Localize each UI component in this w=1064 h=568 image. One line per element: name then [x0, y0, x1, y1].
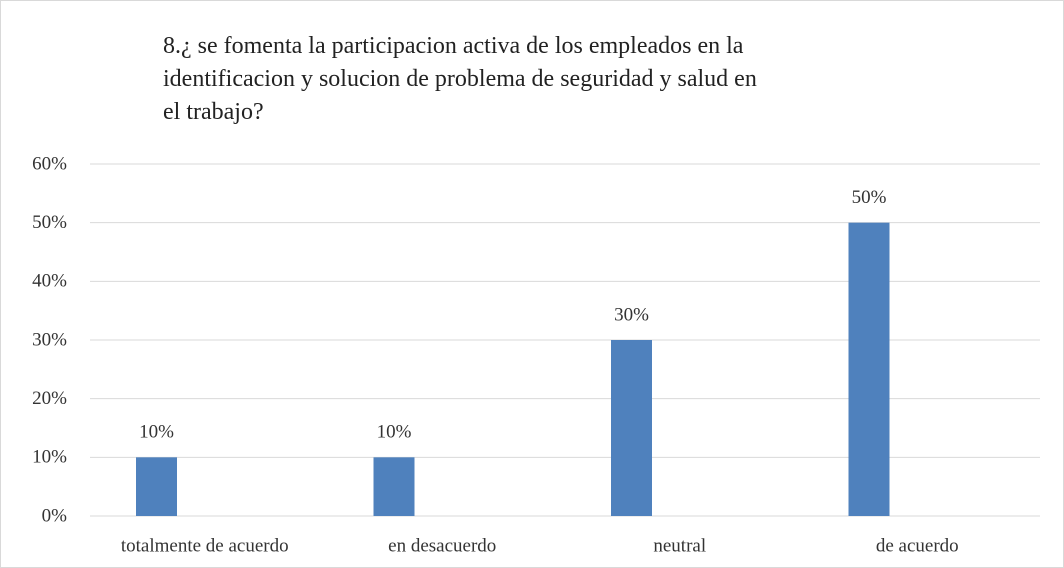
data-label: 50%	[852, 187, 887, 208]
y-tick-label: 40%	[32, 271, 67, 292]
y-tick-label: 50%	[32, 212, 67, 233]
bar	[611, 340, 652, 516]
x-tick-label: de acuerdo	[876, 535, 959, 556]
bar	[136, 457, 177, 516]
bar	[848, 222, 890, 516]
bar	[373, 457, 415, 516]
data-label: 10%	[377, 422, 412, 443]
y-tick-label: 30%	[32, 329, 67, 350]
x-tick-label: totalmente de acuerdo	[121, 535, 289, 556]
data-label: 10%	[139, 422, 174, 443]
y-tick-label: 60%	[32, 153, 67, 174]
x-tick-label: neutral	[653, 535, 706, 556]
y-tick-label: 20%	[32, 388, 67, 409]
x-tick-label: en desacuerdo	[388, 535, 496, 556]
y-tick-label: 0%	[42, 505, 68, 526]
chart-title: 8.¿ se fomenta la participacion activa d…	[163, 33, 757, 125]
data-label: 30%	[614, 304, 649, 325]
y-tick-label: 10%	[32, 447, 67, 468]
